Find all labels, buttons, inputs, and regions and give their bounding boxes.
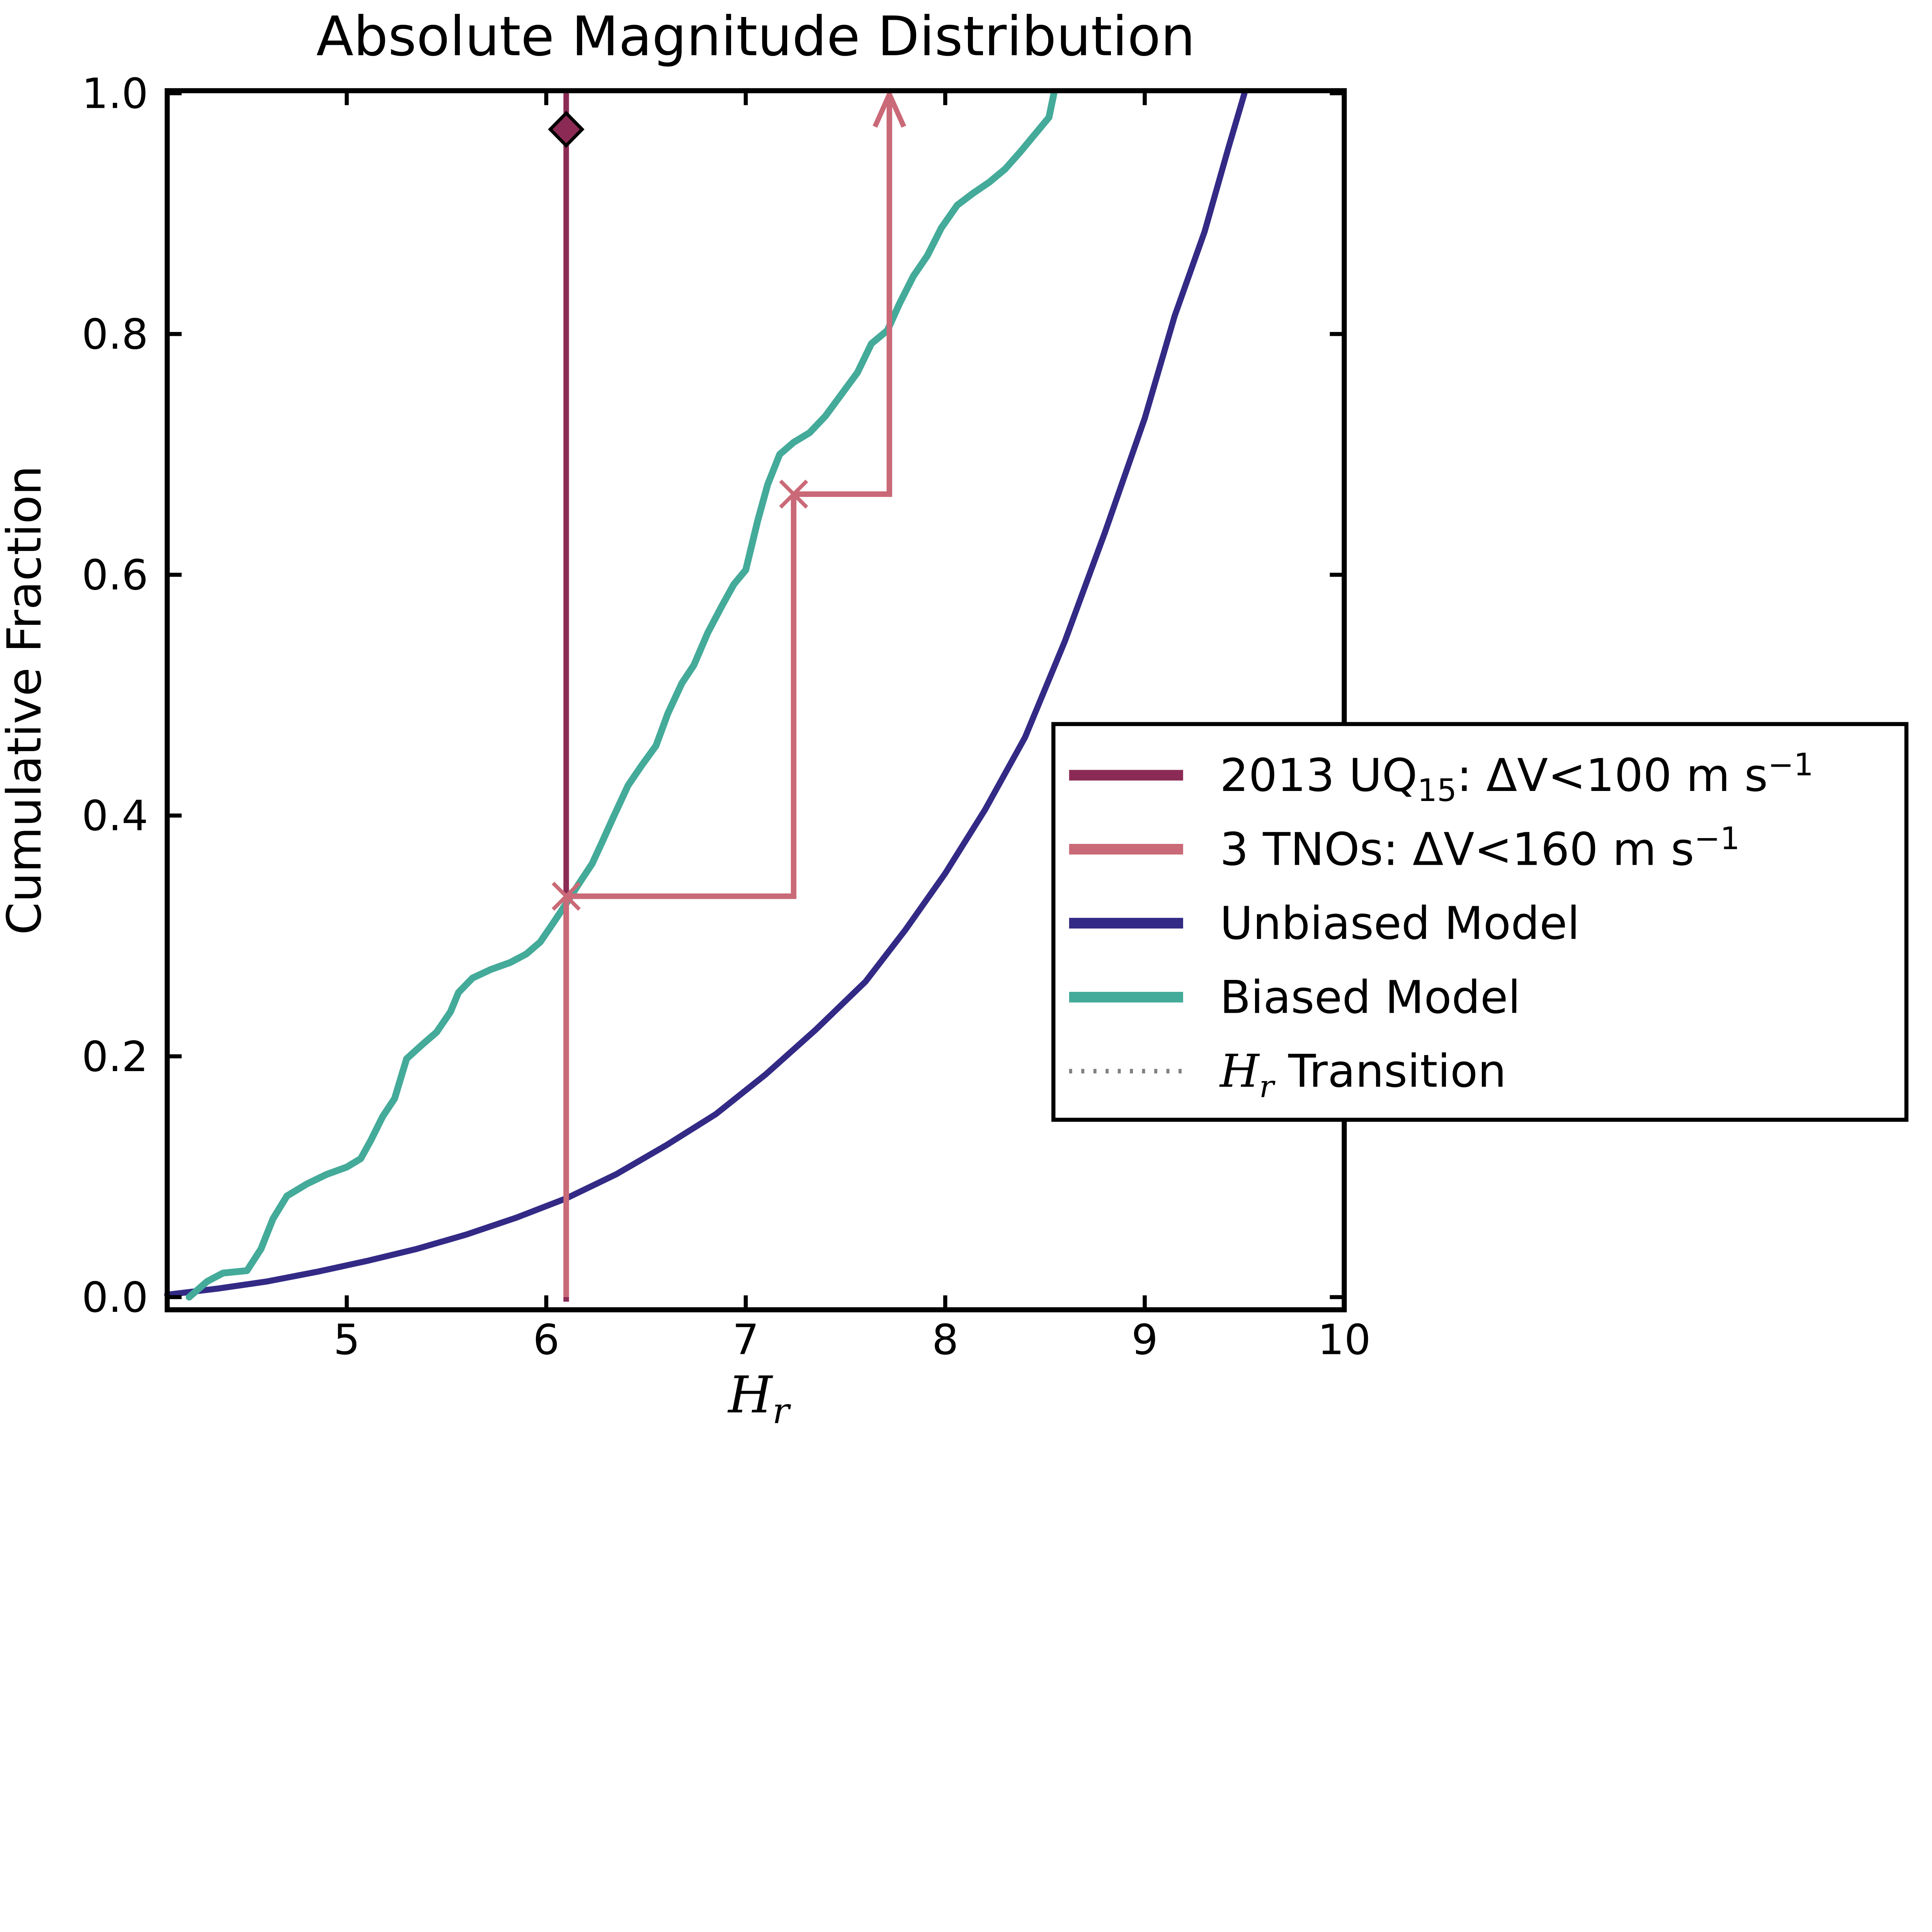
legend: 2013 UQ15​: ΔV<100 m s−1​ 3 TNOs: ΔV<160 … <box>1051 722 1909 1122</box>
legend-label-unbiased: Unbiased Model <box>1220 897 1580 950</box>
unbiased-model-line <box>164 90 1248 1298</box>
legend-label-transition: Hr​ Transition <box>1219 1045 1506 1104</box>
legend-label-tnos: 3 TNOs: ΔV<160 m s−1​ <box>1220 821 1740 876</box>
x-tick-label: 9 <box>1131 1315 1158 1364</box>
x-tick-label: 10 <box>1318 1315 1371 1364</box>
figure: 5 6 7 8 9 10 0.0 0.2 0.4 0.6 0.8 1.0 Absolute Magn… <box>0 5 1909 1432</box>
y-tick-label: 1.0 <box>82 69 148 118</box>
y-tick-label: 0.2 <box>82 1032 148 1081</box>
x-tick-labels: 5 6 7 8 9 10 <box>333 1315 1371 1364</box>
arrow-up-icon <box>872 88 906 128</box>
y-tick-label: 0.4 <box>82 792 148 840</box>
y-tick-label: 0.0 <box>82 1273 148 1322</box>
x-marker <box>779 480 808 509</box>
x-marker <box>551 881 581 911</box>
legend-item-unbiased: Unbiased Model <box>1069 897 1580 950</box>
diamond-marker <box>548 111 585 148</box>
absolute-magnitude-distribution-chart: 5 6 7 8 9 10 0.0 0.2 0.4 0.6 0.8 1.0 Absolute Magn… <box>0 5 1909 1432</box>
legend-label-uq15: 2013 UQ15​: ΔV<100 m s−1​ <box>1220 747 1813 808</box>
x-axis-label: Hr <box>728 1365 791 1432</box>
legend-item-uq15: 2013 UQ15​: ΔV<100 m s−1​ <box>1069 747 1813 808</box>
axis-ticks <box>167 90 1347 1310</box>
legend-item-transition: Hr​ Transition <box>1069 1045 1506 1104</box>
y-tick-label: 0.8 <box>82 310 148 359</box>
legend-label-biased: Biased Model <box>1220 971 1520 1024</box>
biased-model-line <box>185 90 1058 1301</box>
tnos-step-line <box>563 96 892 1297</box>
y-tick-label: 0.6 <box>82 551 148 600</box>
legend-item-biased: Biased Model <box>1069 971 1520 1024</box>
x-tick-label: 5 <box>333 1315 360 1364</box>
legend-item-tnos: 3 TNOs: ΔV<160 m s−1​ <box>1069 821 1740 876</box>
x-tick-label: 6 <box>533 1315 560 1364</box>
y-axis-label: Cumulative Fraction <box>0 466 52 935</box>
chart-title: Absolute Magnitude Distribution <box>316 5 1195 68</box>
plot-frame <box>165 88 1347 1313</box>
legend-box <box>1051 722 1909 1122</box>
y-tick-labels: 0.0 0.2 0.4 0.6 0.8 1.0 <box>82 69 148 1322</box>
curves-layer <box>164 88 1248 1302</box>
x-tick-label: 7 <box>733 1315 759 1364</box>
x-tick-label: 8 <box>932 1315 959 1364</box>
